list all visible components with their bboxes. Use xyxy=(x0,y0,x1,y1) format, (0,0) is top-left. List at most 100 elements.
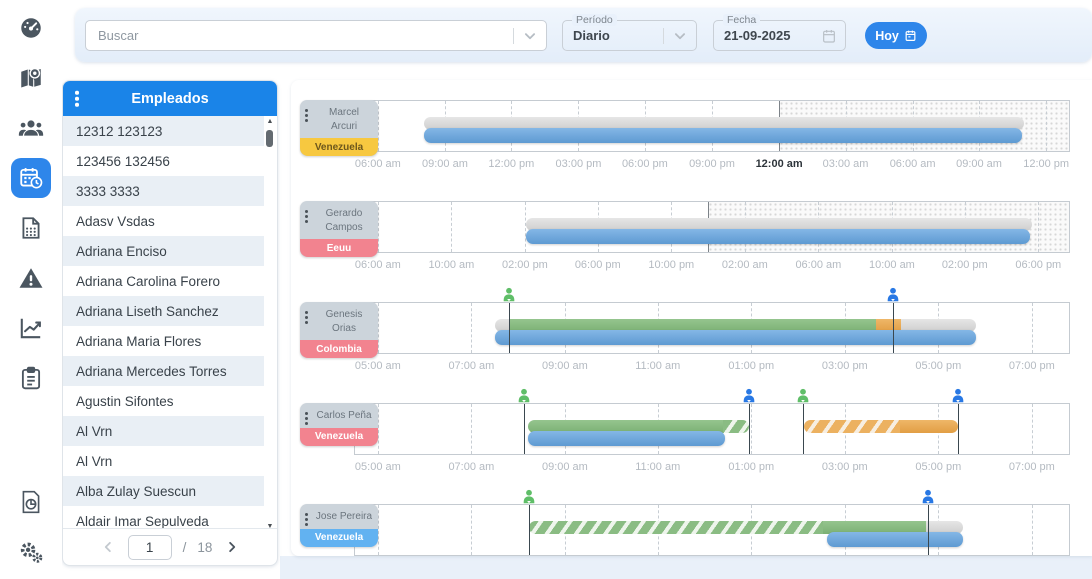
sidebar-item-dashboard[interactable] xyxy=(0,15,62,41)
search-combobox[interactable] xyxy=(85,20,547,51)
employee-list-item[interactable]: Alba Zulay Suescun xyxy=(63,476,264,506)
sidebar-item-reports[interactable] xyxy=(0,489,62,515)
search-input[interactable] xyxy=(86,28,513,43)
schedule-bar-segment[interactable] xyxy=(423,128,1022,143)
axis-gridline xyxy=(377,303,379,353)
page-number-input[interactable] xyxy=(127,534,172,560)
country-tag: Eeuu xyxy=(300,239,378,257)
presence-marker-icon[interactable] xyxy=(515,388,532,405)
presence-marker-icon[interactable] xyxy=(794,388,811,405)
axis-tick-label: 09:00 pm xyxy=(689,158,735,170)
sidebar-item-documents[interactable] xyxy=(0,215,62,241)
presence-marker-icon[interactable] xyxy=(949,388,966,405)
axis-gridline xyxy=(1046,101,1048,151)
sidebar-item-employees[interactable] xyxy=(0,115,62,141)
employee-card[interactable]: Gerardo Campos Eeuu xyxy=(300,201,378,257)
axis-tick-label: 12:00 pm xyxy=(1023,158,1070,170)
schedule-bar-segment[interactable] xyxy=(804,420,900,433)
axis-tick-label: 02:00 pm xyxy=(501,259,548,271)
axis-gridline xyxy=(451,202,453,252)
employee-list-item[interactable]: Al Vrn xyxy=(63,416,264,446)
prev-page-button[interactable] xyxy=(99,538,117,556)
schedule-bar-segment[interactable] xyxy=(525,229,1030,244)
drag-handle-icon[interactable] xyxy=(305,208,308,225)
schedule-bar-segment[interactable] xyxy=(899,420,958,433)
schedule-bar-segment[interactable] xyxy=(926,521,963,534)
employee-list-item[interactable]: Adasv Vsdas xyxy=(76,213,155,229)
employee-list-item[interactable]: Adriana Mercedes Torres xyxy=(63,356,264,386)
sidebar-item-alerts[interactable] xyxy=(0,265,62,291)
employee-name: Gerardo Campos xyxy=(325,208,363,233)
presence-marker-icon[interactable] xyxy=(500,287,517,304)
date-field[interactable]: Fecha xyxy=(713,14,846,51)
date-input[interactable] xyxy=(714,28,821,43)
today-button[interactable]: Hoy xyxy=(865,22,927,49)
schedule-bar-segment[interactable] xyxy=(528,521,823,534)
employee-list-item[interactable]: 3333 3333 xyxy=(63,176,264,206)
axis-tick-label: 07:00 am xyxy=(448,360,495,372)
drag-handle-icon[interactable] xyxy=(305,410,308,427)
warning-triangle-icon xyxy=(18,265,44,291)
sidebar-item-statistics[interactable] xyxy=(0,315,62,341)
axis-tick-label: 09:00 am xyxy=(956,158,1002,170)
drag-handle-icon[interactable] xyxy=(305,511,308,528)
schedule-bar-segment[interactable] xyxy=(822,521,927,534)
employee-list-item[interactable]: Adriana Carolina Forero xyxy=(76,273,221,289)
schedule-bar-segment[interactable] xyxy=(722,420,750,433)
sidebar-item-settings[interactable] xyxy=(0,539,62,565)
employee-list-item[interactable]: Aldair Imar Sepulveda xyxy=(76,513,209,529)
axis-tick-label: 09:00 am xyxy=(422,158,468,170)
presence-marker-icon[interactable] xyxy=(885,287,902,304)
presence-marker-icon[interactable] xyxy=(520,489,537,506)
employee-list-item[interactable]: Agustin Sifontes xyxy=(76,393,174,409)
employees-scrollbar[interactable]: ▲ ▼ xyxy=(265,118,275,530)
axis-tick-label: 12:00 pm xyxy=(488,158,535,170)
timeline-row: 05:00 am 07:00 am 09:00 am 11:00 am 01:00 pm… xyxy=(291,287,1092,372)
chevron-down-icon[interactable] xyxy=(671,27,689,45)
next-page-button[interactable] xyxy=(223,538,241,556)
schedule-bar-segment[interactable] xyxy=(508,319,877,332)
sidebar-item-map[interactable] xyxy=(0,65,62,91)
calendar-icon[interactable] xyxy=(821,28,837,44)
axis-tick-label: 03:00 pm xyxy=(821,461,868,473)
scrollbar-thumb[interactable] xyxy=(266,130,273,147)
drag-handle-icon[interactable] xyxy=(305,107,308,124)
schedule-bar-segment[interactable] xyxy=(527,420,723,433)
employee-list-item[interactable]: Adriana Liseth Sanchez xyxy=(63,296,264,326)
schedule-bar-segment[interactable] xyxy=(494,330,977,345)
marker-line xyxy=(928,505,930,555)
presence-marker-icon[interactable] xyxy=(920,489,937,506)
employee-list-item[interactable]: Adriana Maria Flores xyxy=(76,333,202,349)
timeline-track: 06:00 am 10:00 am 02:00 pm 06:00 pm 10:00 pm… xyxy=(354,201,1070,271)
scroll-down-icon[interactable]: ▼ xyxy=(266,523,274,530)
axis-tick-label: 06:00 pm xyxy=(1015,259,1062,271)
marker-line xyxy=(528,505,530,555)
sidebar-item-tasks[interactable] xyxy=(0,365,62,391)
employee-list-item[interactable]: Al Vrn xyxy=(76,453,113,469)
employees-panel: Empleados 12312 123123 123456 132456 3333 … xyxy=(62,80,278,566)
period-select[interactable]: Período Diario xyxy=(562,14,697,51)
employee-list-item[interactable]: Adriana Enciso xyxy=(63,236,264,266)
employee-list-item[interactable]: 12312 123123 xyxy=(63,116,264,146)
schedule-bar-segment[interactable] xyxy=(527,431,725,446)
axis-gridline xyxy=(1038,202,1040,252)
employee-list-item[interactable]: 123456 132456 xyxy=(76,153,170,169)
schedule-bar-segment[interactable] xyxy=(826,532,963,547)
axis-tick-label: 07:00 am xyxy=(448,461,495,473)
schedule-bar-segment[interactable] xyxy=(876,319,902,332)
sidebar-item-schedule[interactable] xyxy=(0,158,62,198)
employee-card[interactable]: Carlos Peña Venezuela xyxy=(300,403,378,446)
kebab-menu-icon[interactable] xyxy=(75,88,79,109)
page-separator: / xyxy=(182,539,187,555)
scroll-up-icon[interactable]: ▲ xyxy=(266,118,274,125)
employee-card[interactable]: Marcel Arcuri Venezuela xyxy=(300,100,378,156)
schedule-bar-segment[interactable] xyxy=(525,218,1032,231)
schedule-bar-segment[interactable] xyxy=(423,117,1024,130)
field-divider xyxy=(663,27,664,44)
drag-handle-icon[interactable] xyxy=(305,309,308,326)
axis-tick-label: 06:00 am xyxy=(354,158,401,170)
employee-card[interactable]: Jose Pereira Venezuela xyxy=(300,504,378,547)
employee-card[interactable]: Genesis Orias Colombia xyxy=(300,302,378,358)
chevron-down-icon[interactable] xyxy=(521,27,539,45)
presence-marker-icon[interactable] xyxy=(741,388,758,405)
